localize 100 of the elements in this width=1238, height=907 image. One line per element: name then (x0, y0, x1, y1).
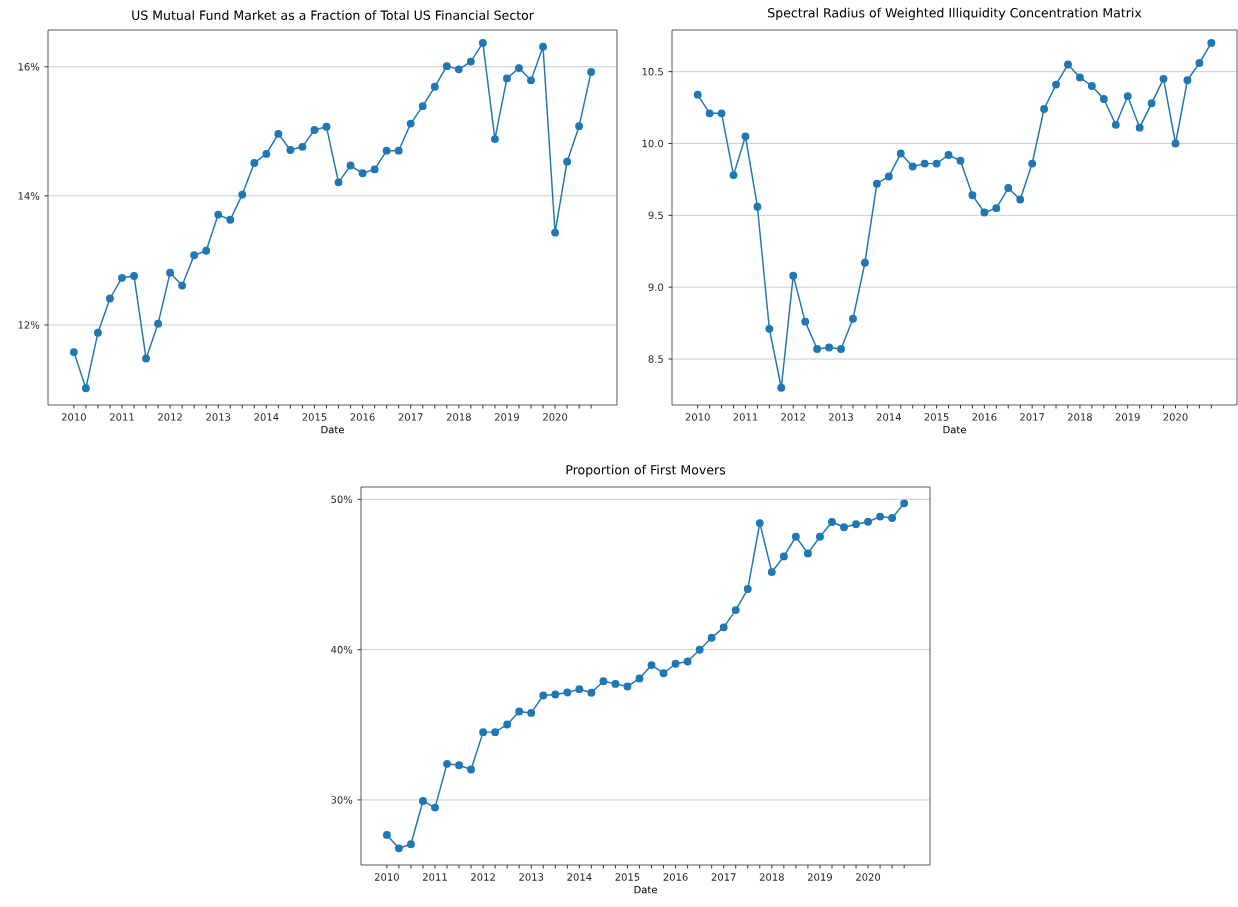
point (1195, 59, 1204, 67)
x-tick-label: 2016 (663, 873, 688, 881)
x-tick-label: 2011 (423, 873, 447, 881)
x-tick-label: 2018 (1067, 413, 1092, 421)
point (118, 273, 126, 282)
point (852, 520, 860, 529)
x-tick-label: 2015 (924, 413, 949, 421)
point (334, 178, 343, 187)
point (539, 691, 548, 700)
point (1171, 139, 1180, 148)
x-tick-label: 2014 (876, 413, 901, 421)
point (406, 840, 415, 849)
point (1040, 105, 1049, 113)
x-tick-label: 2017 (711, 873, 736, 881)
point (394, 146, 403, 155)
point (479, 728, 488, 737)
point (695, 645, 704, 654)
point (575, 685, 584, 694)
point (896, 149, 905, 158)
point (816, 532, 824, 541)
point (741, 132, 750, 141)
point (190, 251, 199, 260)
point (1052, 80, 1060, 89)
point (130, 271, 138, 280)
point (755, 519, 764, 528)
x-tick-label: 2015 (302, 413, 327, 421)
point (876, 512, 885, 521)
point (767, 568, 776, 576)
point (864, 517, 872, 526)
point (837, 345, 845, 353)
point (382, 831, 391, 839)
point (884, 172, 893, 181)
point (563, 688, 572, 697)
x-tick-label: 2018 (759, 873, 784, 881)
point (406, 119, 415, 128)
point (430, 82, 439, 91)
y-tick-label: 9.0 (648, 283, 664, 291)
point (443, 759, 451, 768)
x-tick-label: 2016 (972, 413, 997, 421)
point (623, 682, 632, 691)
point (683, 657, 692, 666)
point (226, 215, 235, 224)
point (956, 156, 965, 165)
point (214, 210, 223, 219)
point (322, 122, 331, 131)
point (587, 68, 596, 76)
point (1028, 159, 1037, 168)
point (659, 669, 668, 678)
point (358, 169, 367, 178)
point (1004, 184, 1013, 192)
point (707, 633, 716, 642)
point (515, 64, 523, 73)
point (803, 549, 812, 558)
point (310, 126, 319, 134)
point (431, 803, 439, 812)
point (777, 383, 786, 392)
x-tick-label: 2011 (733, 413, 758, 421)
point (587, 688, 596, 697)
point (1076, 73, 1084, 82)
point (932, 159, 941, 168)
point (719, 623, 728, 632)
x-tick-label: 2012 (158, 413, 182, 421)
x-tick-label: 2020 (1163, 413, 1188, 421)
point (274, 129, 283, 138)
point (503, 720, 512, 729)
point (142, 354, 150, 363)
point (647, 661, 656, 670)
point (1064, 60, 1072, 69)
point (93, 328, 102, 337)
point (69, 348, 78, 356)
point (394, 844, 403, 853)
point (968, 191, 977, 200)
point (1207, 38, 1216, 47)
x-tick-label: 2019 (1115, 413, 1140, 421)
point (238, 190, 247, 199)
point (575, 122, 584, 131)
point (442, 62, 451, 71)
point (551, 690, 560, 699)
point (765, 324, 774, 333)
point (1087, 82, 1096, 90)
point (908, 162, 917, 171)
x-tick-label: 2010 (61, 413, 86, 421)
point (1099, 95, 1108, 103)
point (1135, 123, 1144, 132)
x-axis-title: Date (321, 425, 344, 434)
point (1183, 76, 1192, 85)
point (551, 228, 559, 237)
point (178, 281, 187, 290)
x-tick-label: 2010 (685, 413, 710, 421)
y-tick-label: 10.5 (642, 67, 663, 76)
point (466, 57, 475, 66)
point (860, 258, 869, 267)
point (1123, 92, 1132, 101)
point (900, 499, 909, 508)
point (166, 268, 175, 277)
chart-title: Spectral Radius of Weighted Illiquidity Concentration Matrix (768, 7, 1142, 20)
x-tick-label: 2017 (1020, 413, 1045, 421)
x-tick-label: 2014 (567, 873, 592, 881)
point (779, 552, 788, 561)
point (490, 135, 499, 144)
